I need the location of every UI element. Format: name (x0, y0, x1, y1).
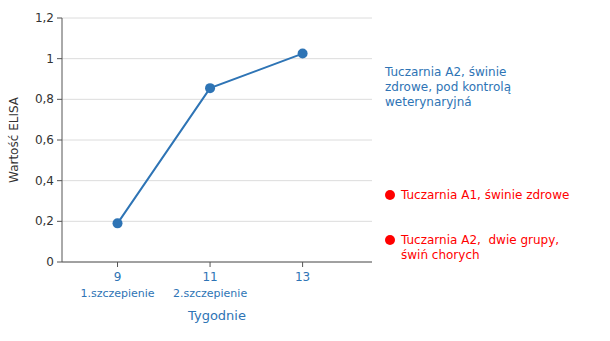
x-axis-line (62, 262, 372, 263)
data-point (298, 49, 308, 59)
tick-sublabel: 2.szczepienie (173, 287, 247, 300)
x-axis-label: Tygodnie (187, 308, 246, 323)
y-tick-label: 0 (46, 255, 54, 269)
grid-line (62, 18, 372, 19)
chart: 0 0,2 0,4 0,6 0,8 1 1,2 9 11 13 Tygodnie Wartość EL… (0, 0, 610, 341)
annotation-line: Tuczarnia A2, dwie grupy, (400, 233, 559, 247)
y-tick-label: 0,2 (35, 214, 54, 228)
grid-line (62, 262, 372, 263)
y-tick (57, 262, 62, 263)
y-tick (57, 221, 62, 222)
x-tick (302, 262, 303, 267)
y-tick-label: 1,2 (35, 11, 54, 25)
y-tick-label: 1 (46, 52, 54, 66)
y-axis-line (62, 18, 63, 262)
annotation-line: Tuczarnia A1, świnie zdrowe (400, 188, 569, 202)
x-tick (117, 262, 118, 267)
y-axis: 0 0,2 0,4 0,6 0,8 1 1,2 (35, 11, 372, 269)
annotation-dot (385, 190, 395, 200)
grid-line (62, 99, 372, 100)
y-tick (57, 140, 62, 141)
y-tick-label: 0,8 (35, 92, 54, 106)
annotation: Tuczarnia A2, świniezdrowe, pod kontrolą… (384, 65, 511, 109)
y-tick (57, 58, 62, 59)
y-tick (57, 99, 62, 100)
annotation-dot (385, 235, 395, 245)
y-tick-label: 0,4 (35, 174, 54, 188)
annotation: Tuczarnia A2, dwie grupy,świń chorych (400, 233, 559, 262)
y-tick-label: 0,6 (35, 133, 54, 147)
grid-line (62, 180, 372, 181)
x-tick-label: 11 (202, 270, 217, 284)
x-tick-label: 9 (114, 270, 122, 284)
annotation: Tuczarnia A1, świnie zdrowe (400, 188, 569, 202)
y-tick (57, 180, 62, 181)
grid-line (62, 140, 372, 141)
plot-area (113, 49, 308, 229)
annotation-line: świń chorych (401, 248, 480, 262)
data-point (113, 218, 123, 228)
x-tick (210, 262, 211, 267)
annotation-line: Tuczarnia A2, świnie (384, 65, 506, 79)
y-tick (57, 18, 62, 19)
grid-line (62, 221, 372, 222)
grid-line (62, 58, 372, 59)
annotation-line: weterynaryjná (385, 95, 472, 109)
annotation-line: zdrowe, pod kontrolą (385, 80, 511, 94)
y-axis-label: Wartość ELISA (7, 96, 21, 183)
x-tick-label: 13 (295, 270, 310, 284)
data-point (205, 83, 215, 93)
tick-sublabel: 1.szczepienie (80, 287, 154, 300)
x-axis: 9 11 13 (114, 262, 311, 284)
data-line (118, 54, 303, 224)
